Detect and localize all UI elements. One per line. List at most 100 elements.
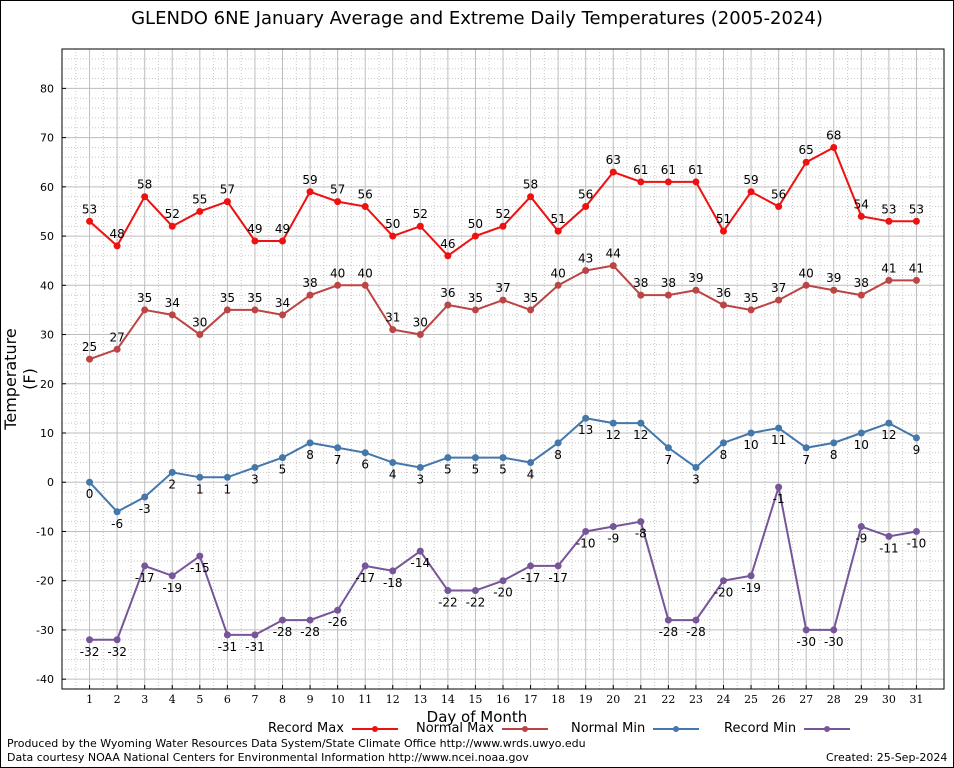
x-tick-label: 29 bbox=[854, 693, 868, 706]
data-point bbox=[141, 193, 149, 201]
data-point bbox=[885, 217, 893, 225]
data-point bbox=[527, 306, 535, 314]
data-label: -26 bbox=[328, 615, 348, 629]
data-label: 11 bbox=[771, 433, 786, 447]
data-label: 3 bbox=[416, 472, 424, 486]
legend-swatch bbox=[653, 725, 700, 732]
data-point bbox=[664, 291, 672, 299]
y-tick-label: -10 bbox=[36, 525, 54, 538]
data-point bbox=[775, 483, 783, 491]
x-tick-label: 6 bbox=[224, 693, 231, 706]
x-tick-label: 25 bbox=[744, 693, 758, 706]
data-point bbox=[361, 203, 369, 211]
data-point bbox=[361, 449, 369, 457]
x-tick-label: 9 bbox=[307, 693, 314, 706]
data-label: 53 bbox=[909, 202, 924, 216]
data-point bbox=[196, 473, 204, 481]
data-point bbox=[113, 242, 121, 250]
data-point bbox=[86, 636, 94, 644]
data-label: 40 bbox=[358, 266, 373, 280]
data-label: 43 bbox=[578, 252, 593, 266]
data-label: -28 bbox=[273, 625, 293, 639]
data-point bbox=[471, 587, 479, 595]
data-point bbox=[361, 562, 369, 570]
y-tick-label: -40 bbox=[36, 673, 54, 686]
data-label: 8 bbox=[720, 448, 728, 462]
y-tick-label: 50 bbox=[40, 230, 54, 243]
data-label: -6 bbox=[111, 517, 123, 531]
data-point bbox=[554, 281, 562, 289]
data-label: 51 bbox=[550, 212, 565, 226]
x-tick-label: 24 bbox=[717, 693, 731, 706]
x-tick-label: 7 bbox=[251, 693, 258, 706]
data-label: -17 bbox=[355, 571, 375, 585]
data-point bbox=[664, 444, 672, 452]
data-point bbox=[223, 306, 231, 314]
data-point bbox=[692, 463, 700, 471]
legend-normal-max: Normal Max bbox=[416, 721, 550, 736]
y-tick-label: 80 bbox=[40, 82, 54, 95]
footer-produced-by: Produced by the Wyoming Water Resources … bbox=[7, 737, 586, 750]
data-label: 59 bbox=[743, 173, 758, 187]
data-label: -19 bbox=[162, 581, 182, 595]
data-point bbox=[775, 203, 783, 211]
data-point bbox=[692, 178, 700, 186]
x-tick-label: 12 bbox=[386, 693, 400, 706]
data-label: 41 bbox=[881, 261, 896, 275]
data-point bbox=[86, 217, 94, 225]
data-point bbox=[554, 227, 562, 235]
data-point bbox=[444, 587, 452, 595]
data-point bbox=[86, 478, 94, 486]
data-point bbox=[168, 311, 176, 319]
data-label: 38 bbox=[854, 276, 869, 290]
data-point bbox=[527, 193, 535, 201]
data-label: 53 bbox=[82, 202, 97, 216]
data-point bbox=[582, 203, 590, 211]
data-label: 51 bbox=[716, 212, 731, 226]
data-label: 7 bbox=[665, 453, 673, 467]
data-point bbox=[692, 286, 700, 294]
data-point bbox=[637, 178, 645, 186]
data-label: 12 bbox=[881, 428, 896, 442]
data-label: 12 bbox=[606, 428, 621, 442]
data-label: 49 bbox=[275, 222, 290, 236]
x-axis-label: Day of Month bbox=[426, 708, 528, 726]
data-label: 39 bbox=[688, 271, 703, 285]
data-label: 53 bbox=[881, 202, 896, 216]
data-label: 35 bbox=[523, 291, 538, 305]
x-tick-label: 26 bbox=[772, 693, 786, 706]
data-point bbox=[141, 306, 149, 314]
data-point bbox=[389, 567, 397, 575]
data-point bbox=[196, 552, 204, 560]
data-label: -32 bbox=[107, 645, 127, 659]
data-point bbox=[582, 414, 590, 422]
data-label: 50 bbox=[468, 217, 483, 231]
data-label: 34 bbox=[275, 296, 290, 310]
legend-label: Normal Min bbox=[571, 721, 646, 736]
data-label: 7 bbox=[334, 453, 342, 467]
data-point bbox=[389, 232, 397, 240]
data-point bbox=[802, 158, 810, 166]
data-label: -28 bbox=[300, 625, 320, 639]
data-point bbox=[223, 198, 231, 206]
data-label: 61 bbox=[661, 163, 676, 177]
data-point bbox=[527, 459, 535, 467]
data-point bbox=[251, 237, 259, 245]
y-tick-label: 60 bbox=[40, 181, 54, 194]
data-label: -3 bbox=[139, 502, 151, 516]
data-label: 55 bbox=[192, 192, 207, 206]
data-label: 8 bbox=[554, 448, 562, 462]
data-label: -28 bbox=[686, 625, 706, 639]
data-point bbox=[334, 198, 342, 206]
data-label: 7 bbox=[802, 453, 810, 467]
data-label: -19 bbox=[741, 581, 761, 595]
data-label: 38 bbox=[302, 276, 317, 290]
data-label: 30 bbox=[413, 316, 428, 330]
data-point bbox=[279, 237, 286, 245]
data-point bbox=[912, 434, 920, 442]
data-point bbox=[334, 606, 342, 614]
data-point bbox=[802, 281, 810, 289]
data-point bbox=[334, 281, 342, 289]
x-tick-label: 23 bbox=[689, 693, 703, 706]
